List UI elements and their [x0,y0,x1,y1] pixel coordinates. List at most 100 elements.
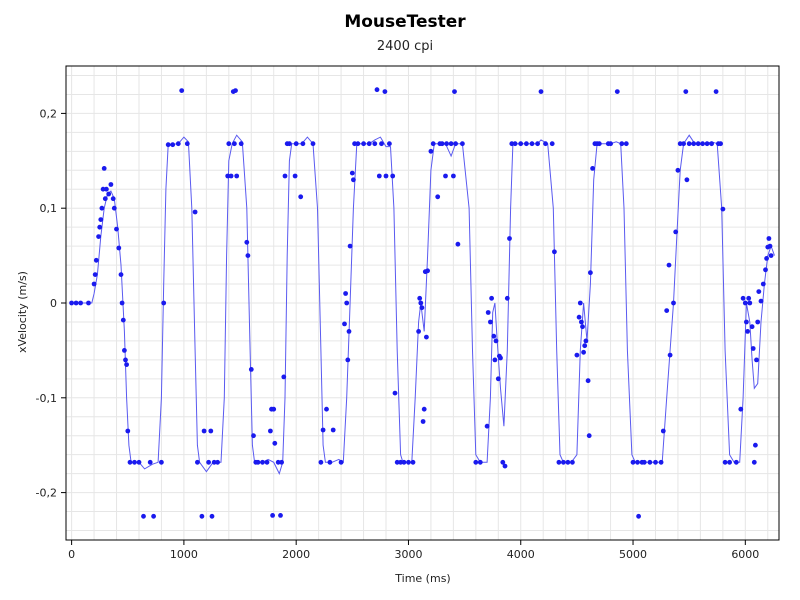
data-point [764,256,769,261]
data-point [379,141,384,147]
data-point [345,357,351,363]
data-point [124,362,129,367]
data-point [98,217,104,223]
data-point [758,298,764,304]
data-point [681,141,686,147]
data-point [418,300,424,306]
data-point [208,428,214,434]
data-point [127,459,133,465]
y-tick-label: 0,2 [40,107,58,120]
data-point [179,88,185,93]
y-tick-label: -0,1 [36,392,57,405]
data-point [485,310,491,315]
data-point [667,352,673,358]
data-point [747,300,753,306]
data-point [104,186,109,192]
y-tick-label: 0 [50,297,57,310]
data-point [132,459,137,465]
data-point [110,196,116,202]
data-point [232,141,237,147]
data-point [419,305,425,311]
data-point [570,459,575,465]
data-point [78,300,83,306]
data-point [268,428,273,434]
data-point [264,459,270,465]
data-point [473,459,479,465]
data-point [588,270,593,276]
data-point [248,367,254,372]
data-point [577,300,583,306]
data-point [281,374,287,380]
data-point [100,186,106,192]
data-point [529,141,535,147]
data-point [574,352,580,358]
data-point [754,357,759,363]
plot-area [69,87,775,519]
data-point [524,141,529,147]
data-point [238,141,244,147]
data-point [116,245,122,251]
data-point [538,89,544,94]
data-point [372,141,378,147]
y-axis-label: xVelocity (m/s) [16,271,29,353]
data-point [500,459,506,465]
data-point [260,459,265,465]
data-point [579,319,584,325]
data-point [722,459,728,465]
data-point [444,141,449,147]
data-point [382,89,388,94]
data-point [720,206,726,212]
data-point [355,141,361,147]
data-point [151,513,157,519]
data-point [255,459,261,465]
data-point [704,141,710,147]
data-point [119,300,125,306]
data-point [755,319,761,325]
data-point [406,459,411,465]
x-tick-label: 3000 [394,548,422,561]
data-point [448,141,454,147]
data-point [666,262,672,268]
data-point [512,141,518,147]
data-point [580,324,585,330]
data-point [374,87,380,93]
data-point [718,141,723,147]
data-point [439,141,445,147]
data-point [122,348,127,353]
data-point [489,295,494,301]
data-point [749,324,755,330]
data-point [586,433,592,439]
data-point [159,459,164,465]
data-point [275,459,281,465]
data-point [361,141,366,147]
data-point [91,281,97,287]
data-point [495,376,501,382]
data-point [504,295,510,301]
data-point [93,257,99,263]
data-point [583,338,589,344]
data-point [114,226,119,232]
data-point [141,513,146,519]
data-point [97,224,103,230]
data-point [392,390,398,396]
data-point [318,459,324,465]
y-tick-label: 0,1 [40,202,58,215]
data-point [596,141,602,147]
data-point [424,334,429,340]
data-point [543,141,548,147]
data-point [342,321,347,327]
data-point [428,148,434,154]
data-point [320,427,326,433]
data-point [455,241,461,247]
data-point [101,166,107,171]
data-point [619,141,625,147]
data-point [738,406,744,412]
data-point [518,141,524,147]
data-point [630,459,636,465]
data-point [383,173,389,179]
data-point [401,459,407,465]
data-point [170,142,176,148]
data-point [184,141,190,147]
data-point [460,141,465,147]
data-point [750,346,756,351]
